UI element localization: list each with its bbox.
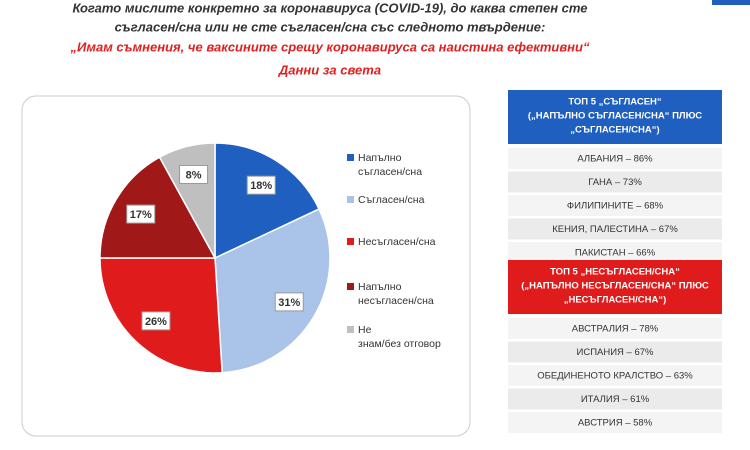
table: ТОП 5 „СЪГЛАСЕН“ („НАПЪЛНО СЪГЛАСЕН/СНА“ … — [508, 90, 722, 263]
row-text: АЛБАНИЯ – 86% — [577, 154, 653, 165]
data-label: 8% — [186, 169, 202, 181]
legend-swatch — [347, 326, 354, 333]
row-text: АВСТРИЯ – 58% — [578, 418, 653, 429]
table-row — [508, 365, 722, 386]
legend-swatch — [347, 238, 354, 245]
legend-label: Не знам/без отговор — [358, 324, 441, 350]
header-line: („НАПЪЛНО СЪГЛАСЕН/СНА“ ПЛЮС — [528, 111, 702, 122]
row-text: ПАКИСТАН – 66% — [575, 248, 656, 259]
row-text: ИСПАНИЯ – 67% — [577, 347, 655, 358]
label-box — [126, 204, 156, 224]
table-row — [508, 242, 722, 263]
header-text: ТОП 5 „СЪГЛАСЕН“ („НАПЪЛНО СЪГЛАСЕН/СНА“ … — [528, 97, 702, 136]
data-label: 18% — [250, 180, 272, 192]
title-line: съгласен/сна или не сте съгласен/сна със… — [115, 19, 546, 34]
data-label: 26% — [145, 316, 167, 328]
label-box — [179, 164, 209, 184]
table-row — [508, 388, 722, 410]
legend-swatch — [347, 283, 354, 290]
header-text: ТОП 5 „НЕСЪГЛАСЕН/СНА“ („НАПЪЛНО НЕСЪГЛАС… — [521, 267, 709, 306]
legend-label: Напълно съгласен/сна — [358, 152, 422, 178]
pie-slice — [214, 208, 331, 374]
table-row — [508, 218, 722, 240]
header-line: ТОП 5 „НЕСЪГЛАСЕН/СНА“ — [550, 267, 680, 278]
header-line: („НАПЪЛНО НЕСЪГЛАСЕН/СНА“ ПЛЮС — [521, 281, 709, 292]
header-line: ТОП 5 „СЪГЛАСЕН“ — [568, 97, 662, 108]
header-line: „НЕСЪГЛАСЕН/СНА“) — [564, 295, 667, 306]
pie-slice — [99, 156, 217, 259]
row-text: ФИЛИПИНИТЕ – 68% — [567, 201, 664, 212]
table-row — [508, 412, 722, 433]
row-text: ИТАЛИЯ – 61% — [581, 394, 650, 405]
table-row — [508, 195, 722, 216]
row-text: ОБЕДИНЕНОТО КРАЛСТВО – 63% — [537, 371, 693, 382]
table-row — [508, 148, 722, 169]
corner-accent — [712, 0, 750, 5]
label-box — [274, 292, 304, 312]
table-row — [508, 171, 722, 193]
table-header — [508, 260, 722, 314]
table-row — [508, 318, 722, 339]
note: Данни за света — [278, 62, 381, 77]
legend-label: Съгласен/сна — [358, 194, 425, 206]
row-text: ГАНА – 73% — [588, 177, 642, 188]
legend-label: Напълно несъгласен/сна — [358, 281, 434, 307]
pie-slice — [214, 142, 321, 260]
row-text: КЕНИЯ, ПАЛЕСТИНА – 67% — [552, 224, 678, 235]
table: ТОП 5 „НЕСЪГЛАСЕН/СНА“ („НАПЪЛНО НЕСЪГЛАС… — [508, 260, 722, 433]
legend-swatch — [347, 196, 354, 203]
subtitle: „Имам съмнения, че ваксините срещу корон… — [70, 39, 590, 54]
legend-swatch — [347, 154, 354, 161]
legend-label: Несъгласен/сна — [358, 236, 436, 248]
label-box — [246, 175, 276, 195]
label-box — [141, 311, 171, 331]
table-header — [508, 90, 722, 144]
data-label: 17% — [130, 209, 152, 221]
table-row — [508, 341, 722, 363]
title-line: Когато мислите конкретно за коронавируса… — [72, 0, 587, 15]
row-text: АВСТРАЛИЯ – 78% — [572, 324, 659, 335]
data-label: 31% — [278, 297, 300, 309]
header-line: „СЪГЛАСЕН/СНА“) — [570, 125, 659, 136]
